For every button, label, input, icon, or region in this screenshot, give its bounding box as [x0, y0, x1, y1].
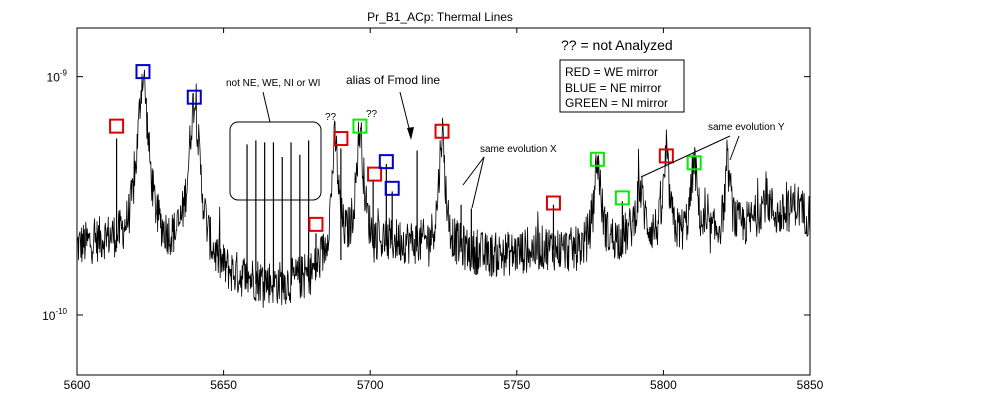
- not-analyzed-mark-1: ??: [325, 112, 337, 123]
- x-tick-label: 5600: [64, 378, 91, 392]
- legend-item-red: RED = WE mirror: [565, 65, 658, 79]
- marker-ni-mirror: [614, 190, 630, 206]
- legend-item-green: GREEN = NI mirror: [565, 96, 668, 110]
- alias-label: alias of Fmod line: [346, 73, 440, 87]
- x-tick-label: 5800: [650, 378, 677, 392]
- marker-ni-mirror: [352, 118, 368, 134]
- evolution-x-pointer-1: [462, 156, 485, 186]
- legend-box: [559, 59, 685, 113]
- evolution-y-pointer-1: [640, 135, 731, 178]
- marker-we-mirror: [367, 166, 383, 182]
- chart-title: Pr_B1_ACp: Thermal Lines: [367, 10, 513, 24]
- marker-we-mirror: [434, 123, 450, 139]
- marker-ni-mirror: [686, 155, 702, 171]
- y-tick-label: 10-10: [42, 307, 67, 323]
- y-tick-label: 10-9: [47, 69, 68, 85]
- marker-we-mirror: [308, 216, 324, 232]
- marker-we-mirror: [545, 195, 561, 211]
- not-ne-box: [229, 121, 322, 201]
- marker-ni-mirror: [589, 151, 605, 167]
- evolution-x-label: same evolution X: [480, 144, 557, 155]
- not-ne-label: not NE, WE, NI or WI: [226, 78, 320, 89]
- marker-ne-mirror: [135, 64, 151, 80]
- legend-item-blue: BLUE = NE mirror: [565, 81, 661, 95]
- x-tick-label: 5850: [797, 378, 824, 392]
- marker-we-mirror: [333, 131, 349, 147]
- evolution-y-label: same evolution Y: [708, 122, 785, 133]
- evolution-y-pointer-2: [729, 135, 740, 161]
- x-tick-label: 5750: [503, 378, 530, 392]
- mirror-marker-layer: [109, 64, 702, 232]
- evolution-x-pointer-2: [471, 156, 485, 209]
- plot-frame: [76, 27, 811, 376]
- alias-arrowhead: [407, 127, 414, 140]
- marker-ne-mirror: [384, 180, 400, 196]
- marker-we-mirror: [109, 118, 125, 134]
- not-analyzed-mark-2: ??: [366, 109, 378, 120]
- not-ne-pointer: [262, 91, 271, 123]
- marker-ne-mirror: [378, 154, 394, 170]
- marker-we-mirror: [658, 148, 674, 164]
- legend-title: ?? = not Analyzed: [561, 37, 673, 53]
- x-tick-label: 5650: [210, 378, 237, 392]
- spectrum-trace-layer: [76, 69, 811, 308]
- annotations: ?? = not Analyzed RED = WE mirror BLUE =…: [226, 37, 785, 209]
- axis-ticks: 5600 5650 5700 5750 5800 5850 10-9 10-10: [42, 28, 824, 392]
- marker-ne-mirror: [186, 89, 202, 105]
- x-tick-label: 5700: [357, 378, 384, 392]
